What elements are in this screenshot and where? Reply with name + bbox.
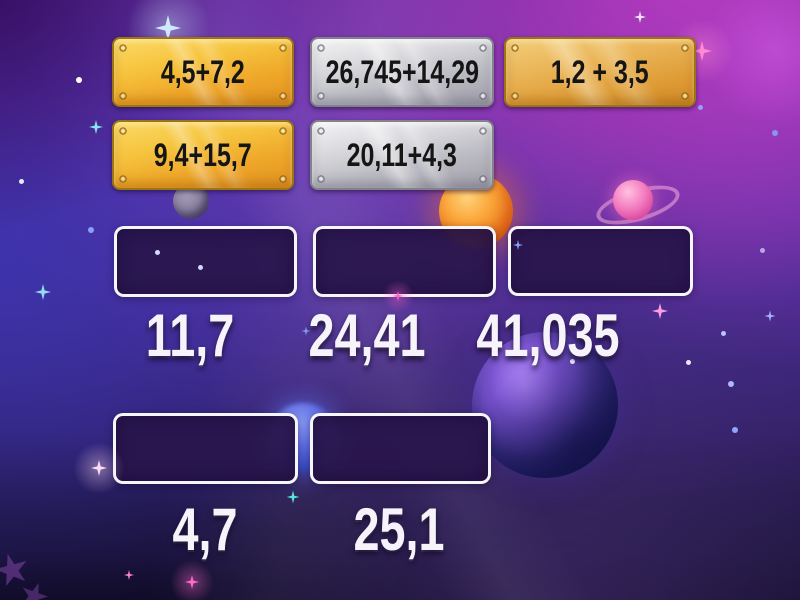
tile-expression-1[interactable]: 4,5+7,2 bbox=[112, 37, 294, 107]
answer-label-1: 11,7 bbox=[145, 302, 235, 369]
drop-zone-1[interactable] bbox=[114, 226, 297, 297]
tile-label: 4,5+7,2 bbox=[161, 53, 245, 90]
tile-label: 20,11+4,3 bbox=[346, 136, 458, 173]
tile-expression-2[interactable]: 26,745+14,29 bbox=[310, 37, 494, 107]
tile-expression-4[interactable]: 9,4+15,7 bbox=[112, 120, 294, 190]
tile-expression-3[interactable]: 1,2 + 3,5 bbox=[504, 37, 696, 107]
tile-expression-5[interactable]: 20,11+4,3 bbox=[310, 120, 494, 190]
tile-label: 1,2 + 3,5 bbox=[551, 53, 649, 90]
answer-label-3: 41,035 bbox=[476, 302, 620, 369]
answer-label-5: 25,1 bbox=[353, 496, 445, 563]
answer-label-2: 24,41 bbox=[308, 302, 426, 369]
purple-large-planet bbox=[472, 332, 618, 478]
drop-zone-2[interactable] bbox=[313, 226, 496, 297]
drop-zone-5[interactable] bbox=[310, 413, 491, 484]
drop-zone-3[interactable] bbox=[508, 226, 693, 296]
pink-planet bbox=[613, 180, 653, 220]
answer-label-4: 4,7 bbox=[172, 496, 238, 563]
drop-zone-4[interactable] bbox=[113, 413, 298, 484]
tile-label: 9,4+15,7 bbox=[154, 136, 252, 173]
tile-label: 26,745+14,29 bbox=[325, 53, 479, 90]
